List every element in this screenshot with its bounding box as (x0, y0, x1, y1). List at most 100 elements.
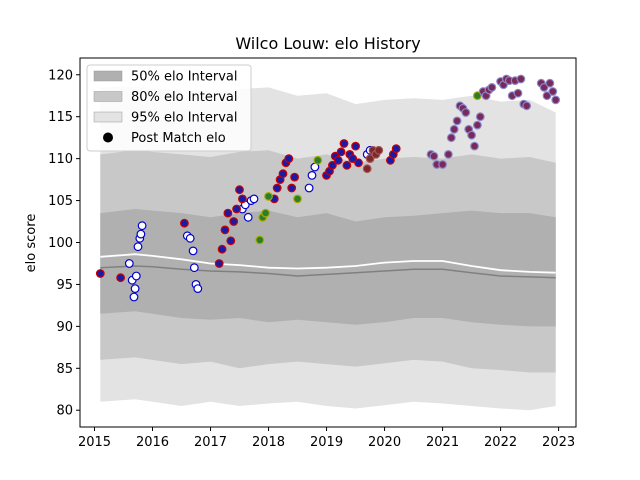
match-point (473, 91, 482, 101)
match-point (516, 74, 526, 84)
y-tick-label: 90 (56, 320, 73, 335)
match-point (342, 160, 352, 170)
match-point (189, 263, 199, 273)
match-point (362, 164, 372, 174)
match-point (542, 91, 552, 101)
legend: 50% elo Interval 80% elo Interval 95% elo … (86, 64, 252, 152)
match-point (293, 194, 302, 204)
match-point (188, 246, 198, 256)
y-tick-label: 115 (48, 110, 73, 125)
y-tick-label: 105 (48, 194, 73, 209)
match-point (217, 244, 227, 254)
y-tick-label: 110 (48, 152, 73, 167)
match-point (249, 194, 259, 204)
match-point (130, 284, 140, 294)
x-axis: 2015 2016 2017 2018 2019 2020 2021 2022 2023 (78, 427, 575, 450)
match-point (304, 183, 314, 193)
match-point (522, 101, 532, 111)
match-point (449, 124, 459, 134)
x-tick-label: 2020 (368, 435, 401, 450)
x-tick-label: 2015 (78, 435, 111, 450)
match-point (129, 292, 139, 302)
match-point (339, 139, 349, 148)
match-point (136, 229, 146, 239)
y-tick-label: 120 (48, 68, 73, 83)
y-axis-title: elo score (24, 214, 39, 273)
match-point (214, 259, 224, 268)
match-point (193, 284, 203, 294)
legend-swatch (93, 111, 123, 123)
match-point (446, 133, 456, 143)
match-point (133, 242, 143, 252)
match-point (429, 151, 439, 161)
x-tick-label: 2016 (136, 435, 169, 450)
match-point (290, 172, 300, 182)
match-point (513, 88, 523, 98)
x-tick-label: 2019 (310, 435, 343, 450)
y-tick-label: 100 (48, 236, 73, 251)
match-point (354, 158, 363, 168)
median-line (100, 253, 556, 274)
y-tick-label: 95 (56, 278, 73, 293)
match-point (261, 208, 271, 218)
match-point (539, 82, 549, 92)
match-point (452, 116, 462, 126)
match-point (131, 271, 141, 281)
match-point (470, 141, 479, 151)
x-tick-label: 2021 (426, 435, 459, 450)
match-point (272, 183, 282, 193)
match-point (391, 144, 401, 154)
legend-swatch (93, 91, 123, 102)
match-point (243, 212, 253, 222)
legend-label: 50% elo Interval (131, 70, 238, 85)
match-point (333, 155, 343, 165)
match-point (185, 233, 195, 243)
legend-label: 80% elo Interval (131, 90, 238, 105)
mean-line (100, 265, 556, 279)
legend-swatch (93, 70, 123, 82)
match-point (548, 87, 558, 96)
match-point (124, 259, 134, 268)
match-point (255, 235, 265, 245)
match-point (220, 225, 230, 235)
y-tick-label: 80 (56, 404, 73, 419)
match-point (232, 204, 242, 214)
match-point (235, 185, 244, 195)
legend-label: Post Match elo (131, 131, 226, 146)
x-tick-label: 2023 (542, 435, 575, 450)
match-point (551, 95, 561, 105)
match-point (264, 191, 273, 201)
match-point (278, 169, 288, 179)
match-point (487, 82, 497, 92)
match-point (438, 160, 448, 169)
match-point (545, 78, 555, 88)
chart-title: Wilco Louw: elo History (235, 34, 420, 53)
x-tick-label: 2017 (194, 435, 227, 450)
match-point (365, 154, 375, 164)
y-axis: 80 85 90 95 100 105 110 115 120 (48, 68, 80, 419)
match-point (467, 130, 477, 140)
match-point (348, 154, 358, 164)
match-point (475, 112, 485, 122)
match-point (328, 160, 337, 170)
match-point (137, 221, 147, 231)
match-point (444, 149, 453, 159)
match-point (179, 218, 189, 228)
match-point (473, 120, 482, 130)
match-point (223, 208, 233, 218)
legend-box (86, 64, 252, 152)
match-point (307, 170, 317, 180)
x-tick-label: 2018 (252, 435, 285, 450)
match-point (461, 108, 471, 117)
match-point (226, 236, 236, 246)
match-point (116, 273, 125, 283)
match-point (313, 155, 323, 165)
match-point (287, 183, 297, 193)
match-point (237, 194, 247, 204)
match-point (229, 217, 239, 226)
match-point (95, 269, 105, 278)
legend-marker (103, 132, 113, 143)
match-point (351, 141, 361, 151)
y-tick-label: 85 (56, 362, 73, 377)
